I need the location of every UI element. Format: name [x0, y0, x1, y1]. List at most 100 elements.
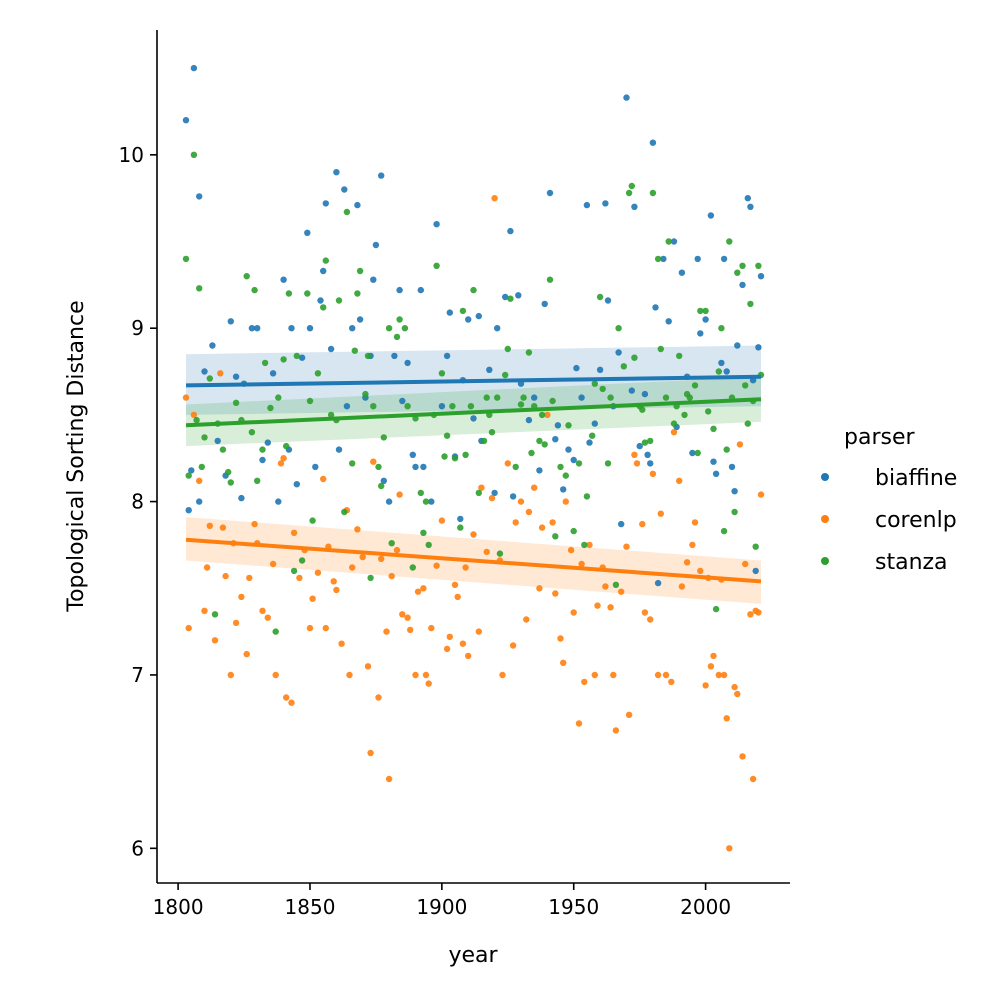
point-stanza	[378, 482, 385, 490]
point-corenlp	[612, 727, 620, 734]
point-corenlp	[475, 628, 482, 635]
point-stanza	[541, 441, 548, 448]
point-biaffine	[396, 286, 403, 294]
point-biaffine	[293, 481, 300, 488]
point-corenlp	[388, 572, 395, 580]
point-stanza	[261, 359, 269, 367]
point-corenlp	[591, 671, 598, 679]
point-corenlp	[364, 663, 372, 670]
point-stanza	[320, 304, 327, 311]
point-biaffine	[536, 467, 543, 474]
point-corenlp	[641, 609, 649, 616]
point-stanza	[654, 255, 662, 263]
point-corenlp	[742, 560, 749, 568]
point-biaffine	[525, 416, 533, 424]
point-stanza	[351, 347, 358, 354]
point-stanza	[467, 403, 475, 410]
point-corenlp	[723, 715, 730, 722]
point-stanza	[385, 325, 393, 332]
point-stanza	[409, 564, 416, 571]
point-stanza	[322, 257, 329, 264]
point-corenlp	[625, 711, 633, 718]
point-stanza	[565, 422, 572, 429]
legend-title: parser	[844, 425, 915, 450]
point-corenlp	[203, 564, 211, 571]
point-stanza	[628, 182, 635, 190]
point-biaffine	[201, 368, 208, 375]
point-stanza	[507, 295, 514, 302]
point-biaffine	[446, 309, 453, 316]
point-biaffine	[475, 312, 482, 320]
point-stanza	[536, 437, 543, 445]
point-corenlp	[393, 546, 401, 554]
point-stanza	[615, 325, 622, 332]
point-corenlp	[488, 494, 496, 502]
point-biaffine	[560, 486, 567, 493]
point-corenlp	[536, 585, 543, 592]
y-tick-label: 10	[119, 143, 144, 167]
point-biaffine	[470, 415, 477, 422]
point-stanza	[512, 463, 519, 471]
point-corenlp	[734, 690, 741, 698]
point-stanza	[298, 557, 306, 564]
point-corenlp	[396, 491, 403, 498]
regression-line-corenlp	[185, 537, 762, 584]
point-corenlp	[707, 663, 715, 670]
point-stanza	[591, 380, 598, 387]
point-corenlp	[217, 370, 224, 377]
point-stanza	[370, 403, 377, 410]
point-stanza	[710, 425, 717, 432]
point-stanza	[272, 628, 279, 635]
y-axis-ticks: 6 7 8 9 10	[119, 143, 157, 860]
point-stanza	[528, 449, 535, 457]
point-stanza	[227, 479, 234, 486]
point-biaffine	[188, 467, 195, 474]
point-stanza	[251, 286, 258, 294]
point-corenlp	[422, 671, 430, 679]
point-corenlp	[283, 694, 290, 701]
point-biaffine	[312, 463, 319, 471]
point-corenlp	[557, 635, 564, 642]
point-corenlp	[594, 602, 601, 609]
point-biaffine	[349, 325, 356, 332]
point-biaffine	[694, 255, 701, 263]
point-stanza	[182, 255, 190, 263]
scatter-points	[182, 64, 765, 852]
point-corenlp	[676, 477, 683, 484]
point-biaffine	[628, 387, 635, 394]
point-biaffine	[552, 436, 559, 443]
point-corenlp	[715, 671, 722, 679]
point-corenlp	[280, 455, 287, 462]
point-corenlp	[581, 678, 588, 686]
point-biaffine	[570, 456, 577, 464]
legend-marker-stanza	[821, 557, 829, 565]
point-stanza	[744, 420, 751, 427]
point-corenlp	[359, 553, 366, 561]
point-stanza	[525, 349, 533, 356]
point-corenlp	[443, 645, 451, 653]
point-stanza	[341, 508, 348, 516]
point-stanza	[604, 460, 612, 467]
point-biaffine	[248, 325, 256, 332]
point-corenlp	[726, 845, 733, 852]
point-corenlp	[757, 491, 765, 498]
point-stanza	[349, 460, 356, 467]
point-corenlp	[277, 460, 285, 467]
point-biaffine	[269, 370, 277, 377]
point-corenlp	[578, 560, 585, 568]
point-stanza	[185, 472, 192, 479]
point-biaffine	[712, 470, 720, 477]
point-stanza	[206, 375, 213, 382]
point-corenlp	[657, 510, 664, 517]
point-stanza	[425, 541, 432, 549]
point-stanza	[388, 540, 395, 547]
point-corenlp	[238, 593, 245, 601]
point-stanza	[290, 567, 298, 575]
point-biaffine	[433, 221, 440, 228]
point-biaffine	[370, 276, 377, 283]
point-stanza	[647, 437, 654, 445]
point-corenlp	[504, 460, 511, 467]
point-corenlp	[602, 583, 609, 590]
point-corenlp	[383, 628, 390, 635]
point-stanza	[570, 527, 577, 535]
